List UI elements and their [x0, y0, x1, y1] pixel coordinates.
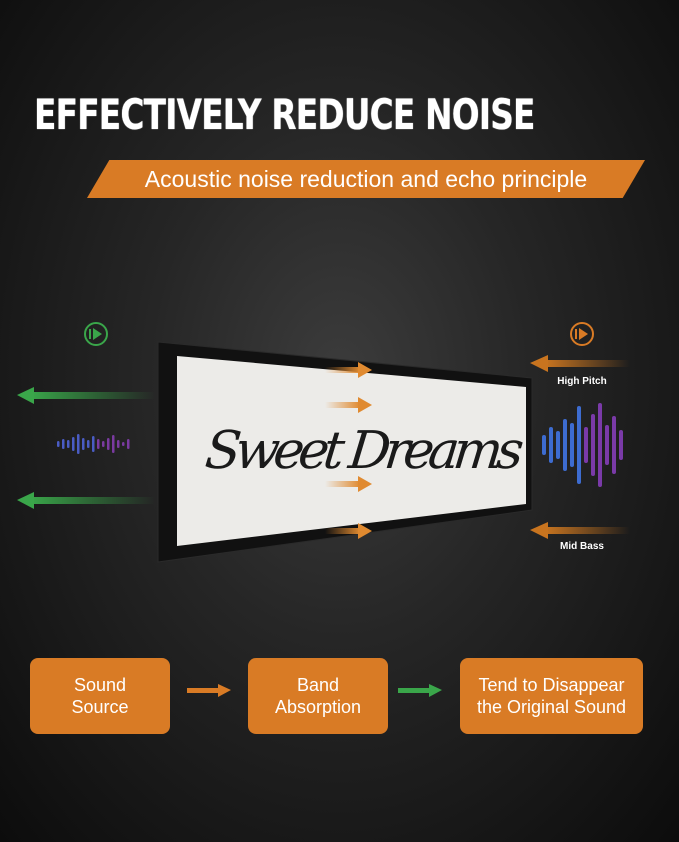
sound-play-icon-green — [84, 322, 108, 346]
waveform-bar — [556, 431, 560, 459]
waveform-bar — [619, 430, 623, 460]
waveform-bar — [87, 440, 90, 448]
arrow-icon — [17, 492, 155, 509]
waveform-bar — [57, 441, 60, 447]
waveform-bar — [122, 442, 125, 446]
waveform-bar — [605, 425, 609, 465]
step-text: the Original Sound — [476, 697, 627, 717]
arrow-icon — [325, 362, 372, 378]
waveform-bar — [97, 439, 100, 449]
arrow-icon — [325, 523, 372, 539]
arrow-icon — [530, 522, 630, 539]
waveform-bar — [82, 438, 85, 450]
step-sound-source: Sound Source — [30, 658, 170, 734]
waveform-bar — [598, 403, 602, 487]
waveform-bar — [612, 416, 616, 474]
mid-bass-label: Mid Bass — [560, 541, 604, 552]
waveform-bar — [117, 440, 120, 448]
step-text: Sound — [73, 675, 127, 695]
waveform-bar — [542, 435, 546, 455]
step-text: Tend to Disappear — [478, 675, 625, 695]
high-pitch-label: High Pitch — [557, 376, 607, 387]
artwork-text: Sweet Dreams — [202, 421, 526, 481]
waveform-bar — [549, 427, 553, 463]
waveform-bar — [92, 436, 95, 452]
step-text: Source — [71, 697, 129, 717]
waveform-bar — [67, 440, 70, 448]
arrow-icon — [17, 387, 155, 404]
waveform-bar — [127, 439, 130, 449]
waveform-bar — [62, 439, 65, 449]
subtitle-banner: Acoustic noise reduction and echo princi… — [87, 160, 645, 198]
arrow-icon — [325, 476, 372, 492]
waveform-bar — [112, 435, 115, 453]
waveform-bar — [563, 419, 567, 471]
waveform-bar — [577, 406, 581, 484]
waveform-bar — [77, 434, 80, 454]
waveform-bar — [591, 414, 595, 476]
canvas — [177, 356, 526, 546]
waveform-bar — [570, 423, 574, 467]
step-disappear: Tend to Disappear the Original Sound — [460, 658, 643, 734]
step-band-absorption: Band Absorption — [248, 658, 388, 734]
waveform-icon — [542, 403, 623, 487]
subtitle-text: Acoustic noise reduction and echo princi… — [144, 166, 588, 192]
waveform-bar — [107, 438, 110, 450]
waveform-icon — [57, 434, 130, 454]
step-text: Band — [296, 675, 340, 695]
waveform-bar — [102, 441, 105, 447]
waveform-bar — [584, 427, 588, 463]
waveform-bar — [72, 437, 75, 451]
arrow-icon — [530, 355, 630, 372]
step-text: Absorption — [274, 697, 362, 717]
arrow-icon — [325, 397, 372, 413]
sound-play-icon-orange — [570, 322, 594, 346]
headline: EFFECTIVELY REDUCE NOISE — [34, 90, 535, 139]
arrow-icon — [398, 684, 442, 697]
arrow-icon — [187, 684, 231, 697]
